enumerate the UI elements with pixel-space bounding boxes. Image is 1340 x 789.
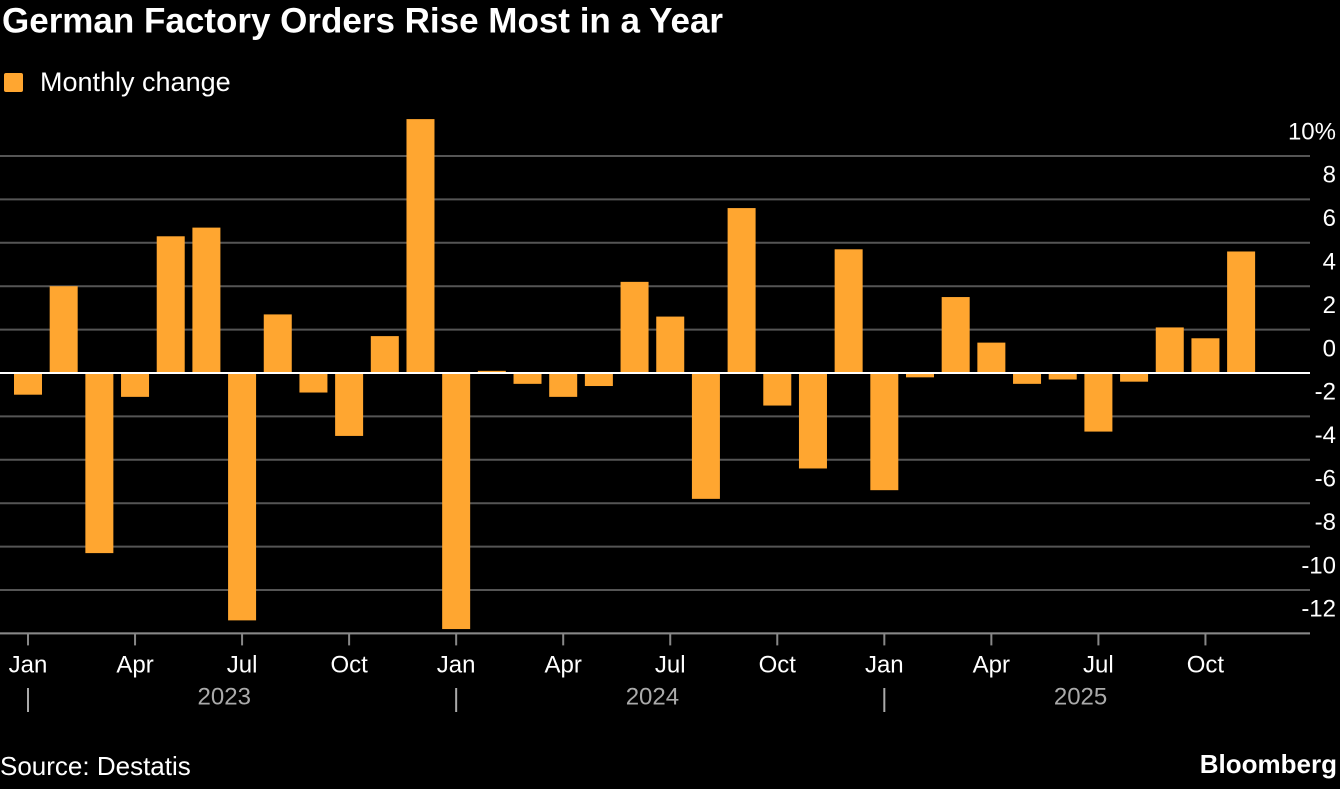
bar: [49, 286, 78, 373]
y-tick-label: 10%: [1288, 118, 1336, 145]
bar: [228, 373, 257, 621]
bar: [477, 370, 506, 373]
bar: [763, 373, 792, 406]
bar: [1227, 251, 1256, 373]
bar: [906, 373, 934, 378]
brand: Bloomberg: [1200, 749, 1337, 779]
y-tick-label: -10: [1301, 552, 1336, 579]
bar: [442, 373, 471, 630]
y-tick-label: 4: [1323, 249, 1336, 276]
bar: [156, 236, 185, 373]
legend-label: Monthly change: [40, 67, 231, 97]
bar: [85, 373, 114, 554]
bar: [1013, 373, 1042, 384]
x-tick-label: Apr: [973, 651, 1010, 678]
bar: [584, 373, 613, 387]
bar: [1084, 373, 1113, 432]
chart-title: German Factory Orders Rise Most in a Yea…: [2, 1, 723, 40]
legend-swatch: [4, 73, 23, 92]
bar: [727, 208, 756, 373]
year-label: 2024: [626, 683, 679, 710]
bar: [370, 336, 399, 373]
y-tick-label: -8: [1315, 509, 1336, 536]
bar: [620, 281, 649, 373]
y-tick-label: 2: [1323, 292, 1336, 319]
bar: [691, 373, 720, 499]
y-tick-label: -12: [1301, 596, 1336, 623]
x-tick-label: Jul: [1083, 651, 1114, 678]
x-tick-label: Oct: [330, 651, 368, 678]
year-label: 2025: [1054, 683, 1107, 710]
y-tick-label: 8: [1323, 162, 1336, 189]
x-tick-label: Jan: [865, 651, 904, 678]
year-label: 2023: [198, 683, 251, 710]
y-tick-label: -4: [1315, 422, 1336, 449]
bar: [192, 227, 221, 373]
bar: [1155, 327, 1184, 373]
y-tick-label: -6: [1315, 466, 1336, 493]
bar: [513, 373, 542, 384]
x-tick-label: Jan: [437, 651, 476, 678]
bar: [870, 373, 899, 491]
bar: [335, 373, 364, 436]
y-tick-label: 6: [1323, 205, 1336, 232]
bar: [798, 373, 827, 469]
x-tick-label: Apr: [545, 651, 582, 678]
bar: [1048, 373, 1077, 380]
bar: [121, 373, 150, 397]
bar: [977, 342, 1006, 373]
bar: [656, 316, 685, 373]
x-tick-label: Jul: [655, 651, 686, 678]
x-tick-label: Jan: [9, 651, 48, 678]
bar: [941, 297, 970, 373]
x-tick-label: Oct: [759, 651, 797, 678]
bar: [1191, 338, 1220, 373]
x-tick-label: Oct: [1187, 651, 1225, 678]
bar: [14, 373, 42, 395]
bar: [263, 314, 292, 373]
bar: [299, 373, 328, 393]
x-tick-label: Apr: [116, 651, 153, 678]
x-tick-label: Jul: [227, 651, 258, 678]
bar: [1120, 373, 1149, 382]
y-tick-label: 0: [1323, 335, 1336, 362]
bar: [834, 249, 863, 373]
source: Source: Destatis: [0, 751, 191, 781]
y-tick-label: -2: [1315, 379, 1336, 406]
bar: [406, 119, 435, 373]
bar: [549, 373, 578, 397]
